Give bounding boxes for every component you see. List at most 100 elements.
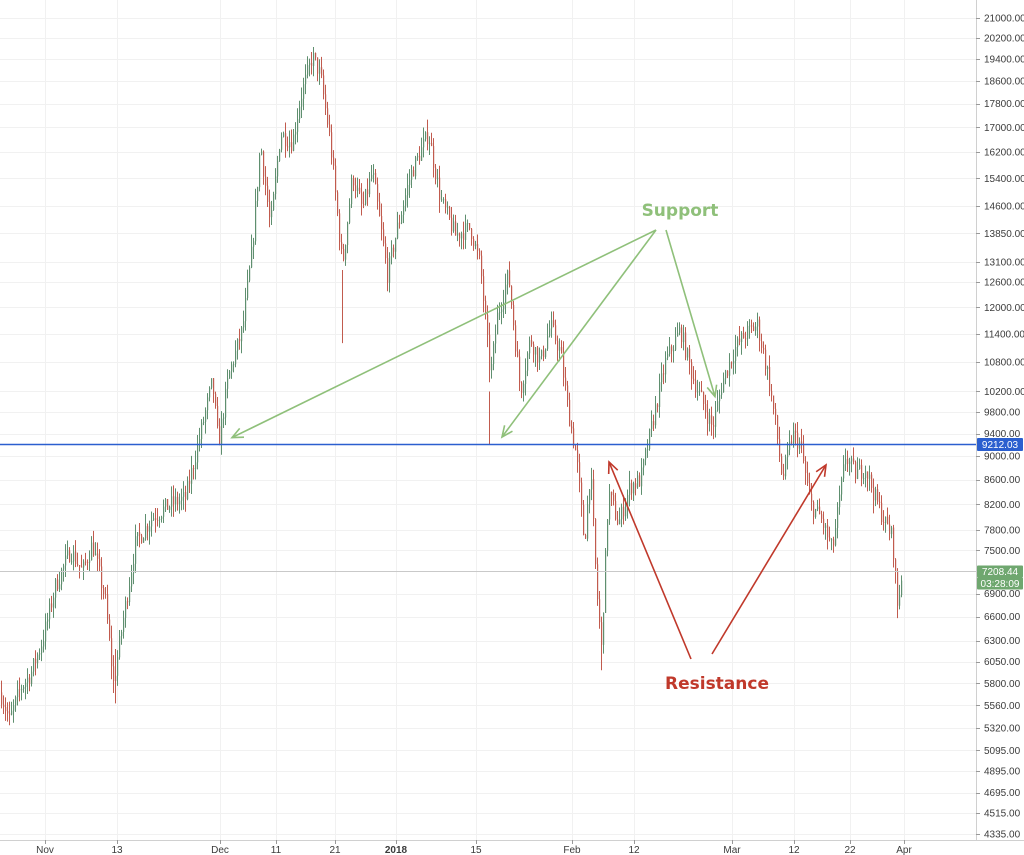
candle xyxy=(343,243,345,262)
candle xyxy=(83,559,85,581)
candle xyxy=(171,486,173,517)
candle xyxy=(569,392,571,427)
candle xyxy=(805,456,807,485)
candle xyxy=(227,369,229,399)
candle xyxy=(221,411,223,455)
time-axis[interactable]: Nov 13 Dec 11 21 2018 15 Feb 12 Mar 12 22 Apr xyxy=(36,840,912,855)
candle xyxy=(605,547,607,614)
resistance-label: Resistance xyxy=(665,674,769,694)
candle xyxy=(89,550,91,572)
y-tick-label: 8200.00 xyxy=(984,500,1021,511)
candle xyxy=(73,545,75,571)
candle xyxy=(735,334,737,374)
candle xyxy=(683,324,685,351)
candle xyxy=(801,428,803,454)
y-tick-label: 12600.00 xyxy=(984,278,1024,289)
annotations: Support Resistance xyxy=(230,201,828,694)
candle xyxy=(687,347,689,361)
candle xyxy=(807,461,809,487)
candle xyxy=(239,328,241,350)
candle xyxy=(1,680,3,709)
candle xyxy=(45,613,47,650)
candle xyxy=(775,403,777,425)
candle xyxy=(711,406,713,436)
candle xyxy=(445,193,447,214)
candle xyxy=(401,211,403,225)
candle xyxy=(603,612,605,654)
candle xyxy=(291,129,293,154)
candle xyxy=(765,344,767,376)
candle xyxy=(847,450,849,473)
candle xyxy=(865,465,867,488)
y-tick-label: 13850.00 xyxy=(984,229,1024,240)
candle xyxy=(591,467,593,501)
candle xyxy=(743,326,745,339)
arrow-shaft xyxy=(231,229,657,439)
candle xyxy=(523,380,525,402)
candle xyxy=(137,531,139,547)
candle xyxy=(585,533,587,540)
candle xyxy=(107,584,109,624)
candle xyxy=(147,523,149,541)
candle xyxy=(405,188,407,212)
candle xyxy=(265,166,267,196)
candle xyxy=(393,244,395,258)
candle xyxy=(133,553,135,585)
candle xyxy=(213,377,215,403)
candle xyxy=(277,155,279,183)
candle xyxy=(155,507,157,533)
candle xyxy=(739,325,741,346)
candle xyxy=(723,372,725,393)
candle xyxy=(175,488,177,512)
candle xyxy=(453,214,455,233)
price-axis[interactable]: 21000.00 20200.00 19400.00 18600.00 17800.00… xyxy=(976,14,1024,841)
candle xyxy=(541,349,543,360)
candle xyxy=(331,124,333,165)
candle xyxy=(123,610,125,639)
candle xyxy=(263,150,265,185)
candle xyxy=(673,345,675,363)
arrow-shaft xyxy=(501,229,657,438)
candle xyxy=(337,190,339,217)
candle xyxy=(411,164,413,188)
candle xyxy=(389,252,391,293)
candle xyxy=(57,574,59,592)
candle xyxy=(771,383,773,402)
candle xyxy=(755,321,757,336)
candle xyxy=(145,514,147,541)
candle xyxy=(381,203,383,241)
svg-text:9212.03: 9212.03 xyxy=(982,440,1019,451)
last-price-tag: 7208.44 xyxy=(977,565,1023,578)
y-tick-label: 6050.00 xyxy=(984,657,1021,668)
candle xyxy=(545,348,547,359)
candle xyxy=(413,166,415,177)
candle xyxy=(131,564,133,592)
candle xyxy=(317,57,319,82)
candle xyxy=(27,668,29,695)
y-tick-label: 4335.00 xyxy=(984,830,1021,841)
candle xyxy=(369,172,371,198)
candle xyxy=(563,341,565,387)
candle xyxy=(867,471,869,492)
candle xyxy=(35,650,37,676)
candle xyxy=(121,629,123,645)
candle xyxy=(697,379,699,401)
candle xyxy=(219,418,221,446)
candle xyxy=(429,136,431,156)
y-tick-label: 12000.00 xyxy=(984,303,1024,314)
candle xyxy=(281,132,283,153)
candle xyxy=(641,458,643,495)
candle xyxy=(827,518,829,550)
candle xyxy=(103,585,105,600)
candle xyxy=(581,477,583,517)
candle xyxy=(325,84,327,116)
candle xyxy=(371,164,373,182)
candle xyxy=(177,491,179,511)
candle xyxy=(555,319,557,345)
candle xyxy=(467,219,469,232)
candle xyxy=(387,247,389,292)
candle xyxy=(767,365,769,380)
candle xyxy=(7,702,9,722)
candle xyxy=(685,327,687,361)
